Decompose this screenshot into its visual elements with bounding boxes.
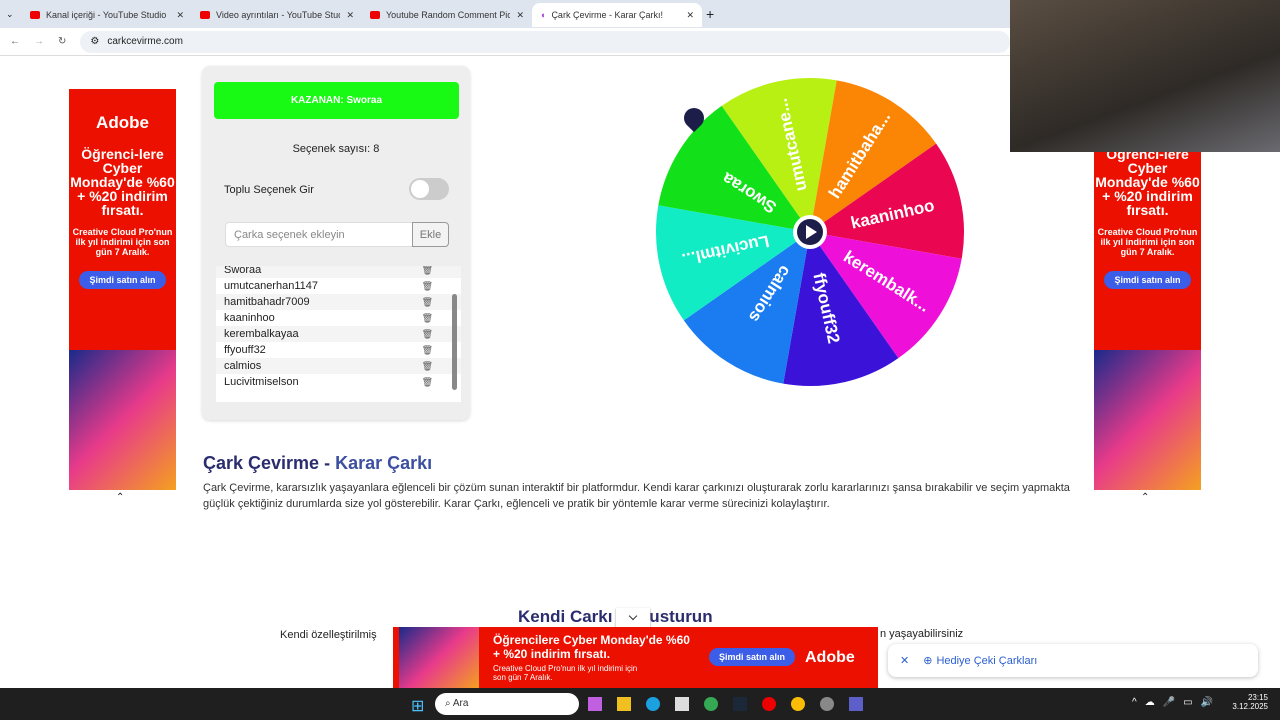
- list-item: kaaninhoo 🗑: [224, 312, 433, 324]
- ad-left[interactable]: Adobe Öğrenci-lere Cyber Monday'de %60 +…: [69, 89, 176, 490]
- tab[interactable]: Kanal içeriği - YouTube Studio ✕: [22, 3, 192, 27]
- tab-active[interactable]: ◖ Çark Çevirme - Karar Çarkı! ✕: [532, 3, 702, 27]
- list-item: kerembalkayaa 🗑: [216, 326, 461, 342]
- close-icon[interactable]: ✕: [176, 9, 184, 20]
- collapse-ad-icon[interactable]: ⌃: [116, 492, 125, 503]
- clock[interactable]: 23:15 3.12.2025: [1232, 693, 1268, 711]
- wheel-segment: [810, 232, 962, 359]
- close-icon[interactable]: ✕: [516, 9, 524, 20]
- bulk-input-label: Toplu Seçenek Gir: [224, 184, 314, 196]
- forward-icon[interactable]: →: [34, 36, 44, 47]
- option-input[interactable]: Çarka seçenek ekleyin: [225, 222, 413, 247]
- tray-icons[interactable]: ^☁🎤▭🔊: [1132, 697, 1222, 708]
- wheel-segment: [683, 232, 810, 384]
- ad-artwork: [399, 627, 479, 688]
- play-icon: [806, 225, 817, 239]
- start-icon[interactable]: ⊞: [411, 698, 425, 715]
- close-icon[interactable]: ✕: [346, 9, 354, 20]
- wheel-segment: [810, 80, 937, 233]
- list-item: umutcanerhan1147 🗑: [224, 280, 433, 292]
- ad-artwork: [69, 350, 176, 490]
- trash-icon[interactable]: 🗑: [421, 376, 433, 387]
- tab-list-button[interactable]: ⌄: [6, 8, 14, 19]
- trash-icon[interactable]: 🗑: [421, 296, 433, 307]
- list-item: Lucivitmiselson 🗑: [224, 376, 433, 388]
- list-item: Sworaa 🗑: [216, 266, 461, 278]
- expand-chevron[interactable]: [616, 608, 650, 628]
- new-tab-button[interactable]: +: [706, 6, 715, 22]
- site-info-icon[interactable]: ⚙: [90, 36, 100, 47]
- youtube-icon: [370, 11, 380, 19]
- page-description: Çark Çevirme, kararsızlık yaşayanlara eğ…: [203, 482, 1070, 510]
- taskbar-apps[interactable]: [588, 697, 863, 711]
- trash-icon[interactable]: 🗑: [421, 312, 433, 323]
- taskbar-search[interactable]: ⌕ Ara: [435, 693, 579, 715]
- list-item: calmios 🗑: [216, 358, 461, 374]
- collapse-ad-icon[interactable]: ⌃: [1141, 492, 1150, 503]
- cark-icon: ◖: [540, 10, 546, 20]
- wheel-segment: [656, 205, 810, 321]
- section-title: Kendi Carkı Olusturun: [518, 607, 713, 626]
- trash-icon[interactable]: 🗑: [421, 280, 433, 291]
- trash-icon[interactable]: 🗑: [421, 360, 433, 371]
- wheel-segment: [721, 78, 837, 232]
- trash-icon[interactable]: 🗑: [421, 266, 433, 275]
- scrollbar[interactable]: [451, 270, 458, 402]
- youtube-icon: [30, 11, 40, 19]
- option-count: Seçenek sayısı: 8: [292, 143, 380, 155]
- tab[interactable]: Youtube Random Comment Picker ✕: [362, 3, 532, 27]
- trash-icon[interactable]: 🗑: [421, 328, 433, 339]
- chevron-down-icon: [628, 611, 638, 621]
- page-title: Çark Çevirme - Karar Çarkı: [203, 453, 433, 473]
- youtube-icon: [200, 11, 210, 19]
- webcam-overlay: [1010, 0, 1280, 152]
- options-list: Sworaa 🗑 umutcanerhan1147 🗑 hamitbahadr7009 🗑…: [216, 266, 461, 402]
- bulk-input-toggle[interactable]: [409, 178, 449, 200]
- text-fragment: n yaşayabilirsiniz: [880, 628, 964, 640]
- trash-icon[interactable]: 🗑: [421, 344, 433, 355]
- ad-bottom-banner[interactable]: Öğrencilere Cyber Monday'de %60 + %20 in…: [393, 627, 878, 688]
- reload-icon[interactable]: ↻: [58, 36, 67, 47]
- close-icon[interactable]: ✕: [686, 9, 694, 20]
- wheel-segment: [658, 105, 810, 232]
- tab[interactable]: Video ayrıntıları - YouTube Studio ✕: [192, 3, 362, 27]
- list-item: ffyouff32 🗑: [224, 344, 433, 356]
- ad-cta-button[interactable]: Şimdi satın alın: [1104, 271, 1191, 289]
- plus-circle-icon: ⊕: [923, 655, 933, 667]
- gift-wheels-popup[interactable]: ✕ ⊕ Hediye Çeki Çarkları: [888, 644, 1258, 677]
- spin-wheel[interactable]: umutcane... hamitbaha...kaaninhookerembal…: [650, 72, 970, 392]
- url-field[interactable]: ⚙ carkcevirme.com: [80, 30, 1011, 53]
- back-icon[interactable]: ←: [10, 36, 20, 47]
- ad-cta-button[interactable]: Şimdi satın alın: [79, 271, 166, 289]
- ad-artwork: [1094, 350, 1201, 490]
- wheel-segment: [783, 232, 899, 387]
- ad-cta-button[interactable]: Şimdi satın alın: [709, 648, 796, 666]
- wheel-segment: [810, 143, 964, 259]
- winner-banner: KAZANAN: Sworaa: [214, 82, 459, 119]
- options-panel: KAZANAN: Sworaa Seçenek sayısı: 8 Toplu …: [202, 66, 470, 420]
- list-item: hamitbahadr7009 🗑: [216, 294, 461, 310]
- taskbar: ⊞ ⌕ Ara ^☁🎤▭🔊 23:15 3.12.2025: [0, 688, 1280, 720]
- text-fragment: Kendi özelleştirilmiş: [280, 629, 377, 641]
- close-icon[interactable]: ✕: [900, 655, 910, 667]
- add-button[interactable]: Ekle: [412, 222, 449, 247]
